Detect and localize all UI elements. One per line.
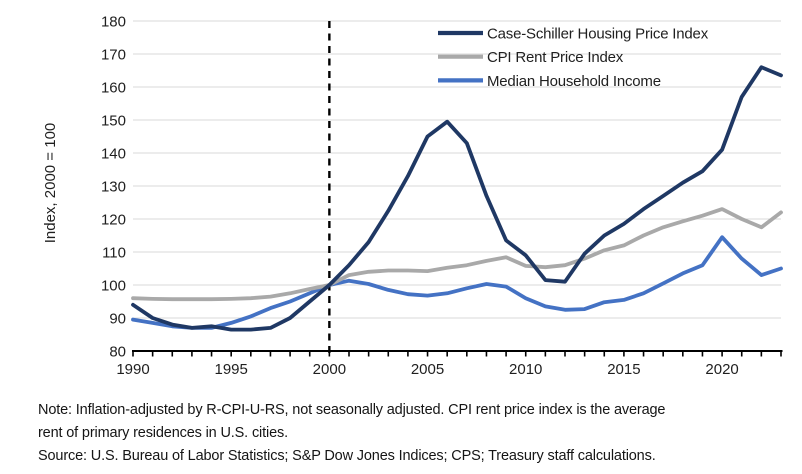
note-line-1: Note: Inflation-adjusted by R-CPI-U-RS, … — [38, 402, 666, 418]
chart-notes: Note: Inflation-adjusted by R-CPI-U-RS, … — [38, 399, 778, 468]
y-tick-label-130: 130 — [101, 179, 126, 196]
legend-label-cpi-rent-price-index: CPI Rent Price Index — [487, 49, 624, 66]
line-chart: 80 90 100 110 120 130 140 150 160 170 180 1990 1995 2… — [42, 14, 783, 379]
legend-label-median-household-income: Median Household Income — [487, 73, 661, 90]
gridlines-group — [133, 20, 781, 319]
x-tick-label-1990: 1990 — [116, 361, 149, 378]
y-tick-label-110: 110 — [102, 245, 126, 262]
y-tick-label-150: 150 — [101, 113, 126, 130]
y-tick-label-160: 160 — [101, 80, 126, 97]
legend-label-case-schiller-housing-price-index: Case-Schiller Housing Price Index — [487, 26, 709, 43]
y-axis-title: Index, 2000 = 100 — [42, 123, 59, 244]
x-tick-label-2015: 2015 — [607, 361, 640, 378]
y-tick-label-140: 140 — [101, 146, 126, 163]
x-tick-label-2020: 2020 — [705, 361, 738, 378]
x-tick-label-2010: 2010 — [509, 361, 542, 378]
y-tick-label-170: 170 — [101, 47, 126, 64]
x-tick-label-2000: 2000 — [313, 361, 346, 378]
x-axis-group — [132, 350, 783, 357]
y-tick-label-90: 90 — [109, 311, 126, 328]
y-tick-label-180: 180 — [101, 14, 126, 31]
axis-labels-group: 80 90 100 110 120 130 140 150 160 170 180 1990 1995 2… — [101, 14, 739, 379]
source-line: Source: U.S. Bureau of Labor Statistics;… — [38, 448, 656, 464]
y-tick-label-120: 120 — [101, 212, 126, 229]
legend: Case-Schiller Housing Price Index CPI Ren… — [438, 26, 709, 90]
x-tick-label-1995: 1995 — [214, 361, 247, 378]
series-line-case-schiller-housing-price-index — [131, 65, 783, 332]
x-tick-label-2005: 2005 — [411, 361, 444, 378]
y-tick-label-100: 100 — [101, 278, 126, 295]
series-line-cpi-rent-price-index — [131, 207, 783, 302]
series-line-median-household-income — [131, 235, 783, 330]
series-group — [131, 65, 783, 332]
note-line-2: rent of primary residences in U.S. citie… — [38, 425, 288, 441]
y-tick-label-80: 80 — [109, 344, 126, 361]
